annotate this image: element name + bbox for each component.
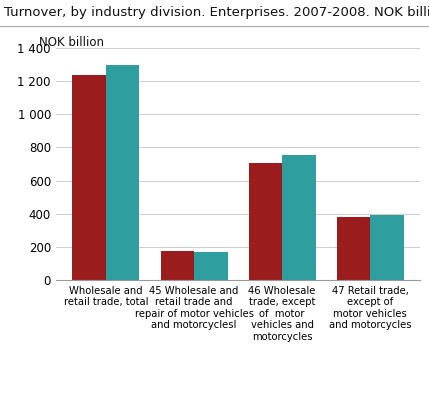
Bar [106, 66, 139, 280]
Bar [194, 252, 227, 280]
Bar [370, 215, 404, 280]
Bar [282, 155, 316, 280]
Bar [160, 251, 194, 280]
Bar [249, 163, 282, 280]
Bar [337, 217, 370, 280]
Text: NOK billion: NOK billion [39, 36, 104, 49]
Text: Turnover, by industry division. Enterprises. 2007-2008. NOK billion: Turnover, by industry division. Enterpri… [4, 6, 429, 19]
Bar [73, 74, 106, 280]
